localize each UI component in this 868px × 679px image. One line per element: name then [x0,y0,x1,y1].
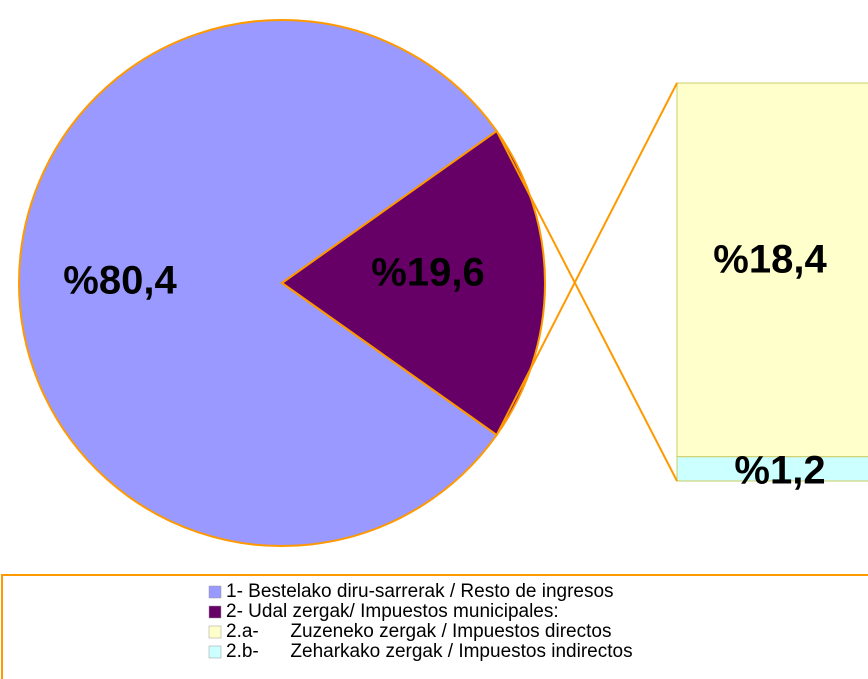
slice-label: %80,4 [63,259,177,303]
legend-swatch [208,645,222,659]
legend-swatch [208,625,222,639]
legend-swatch [208,585,222,599]
legend-box [1,574,868,679]
connector [495,130,678,482]
bar-label: %1,2 [734,449,825,493]
pie-slice [280,129,546,437]
slice-label: %19,6 [371,251,484,295]
legend-label: 1- Bestelako diru-sarrerak / Resto de in… [226,581,614,602]
legend-swatch [208,605,222,619]
connector [495,82,678,436]
bar-segment [676,456,868,482]
bar-label: %18,4 [713,238,827,282]
bar-segment [676,82,868,458]
legend-label: 2.a- Zuzeneko zergak / Impuestos directo… [226,621,611,642]
legend-label: 2.b- Zeharkako zergak / Impuestos indire… [226,641,633,662]
pie-slice [18,19,499,547]
legend-label: 2- Udal zergak/ Impuestos municipales: [226,601,559,622]
